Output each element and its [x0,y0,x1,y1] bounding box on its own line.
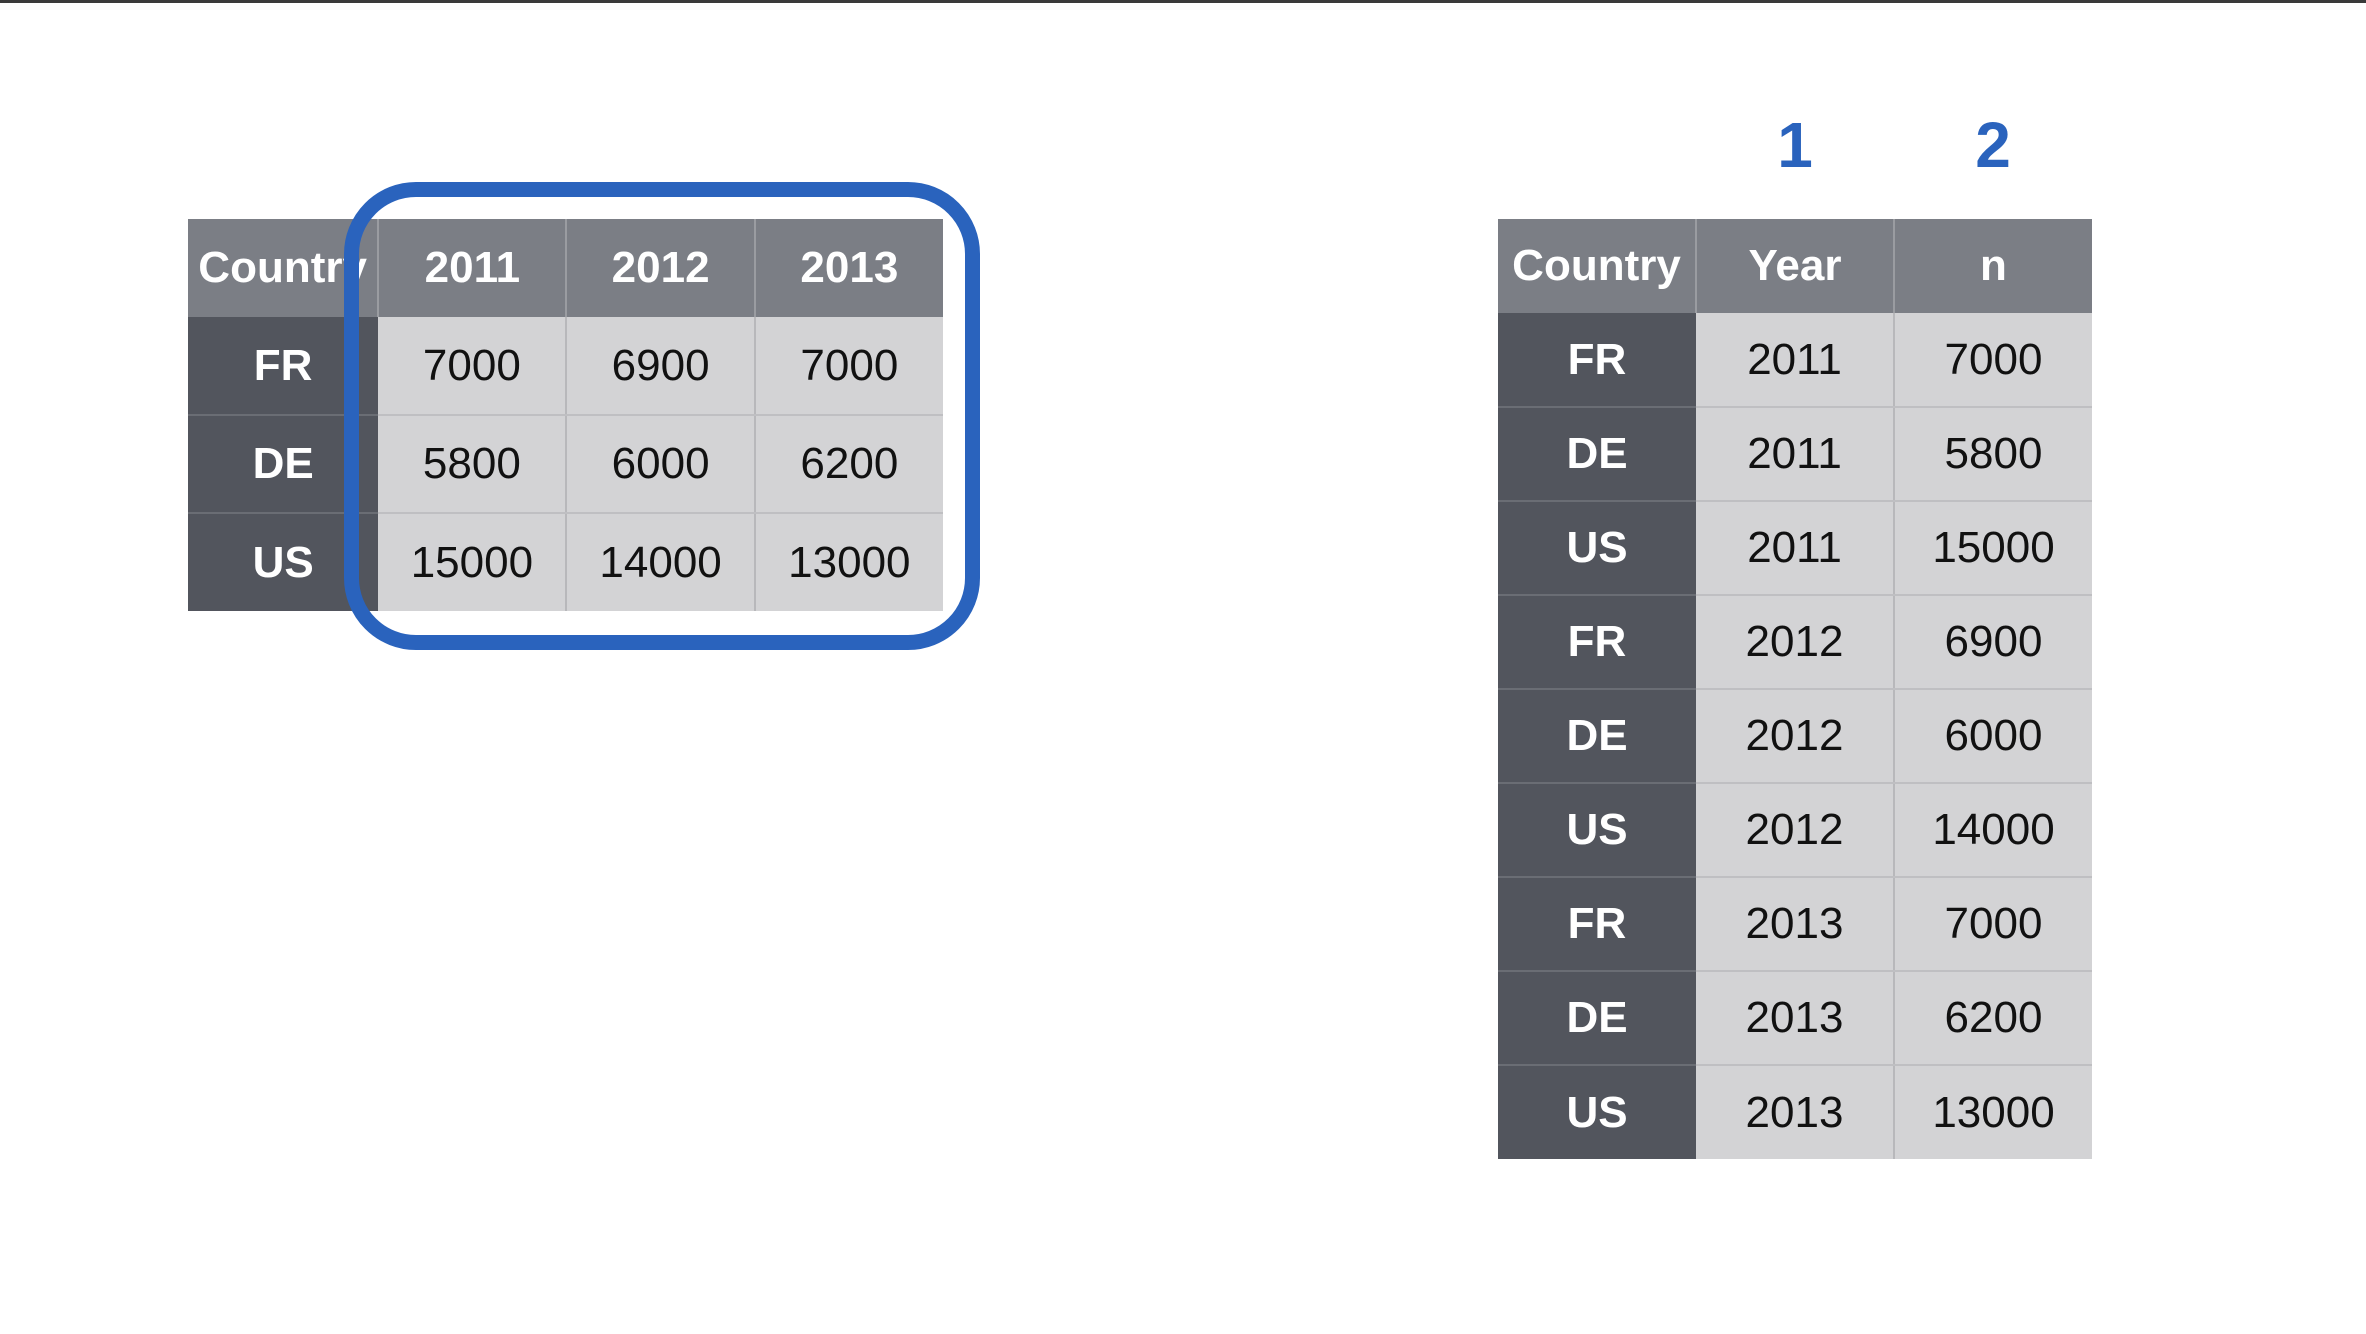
row-year: 2012 [1696,595,1895,690]
row-n: 7000 [1894,313,2092,408]
wide-table-header-row: Country 2011 2012 2013 [188,219,943,317]
row-country: FR [1498,313,1696,408]
row-year: 2012 [1696,783,1895,878]
top-border-line [0,0,2366,3]
table-cell: 7000 [754,317,943,416]
table-row: US 2011 15000 [1498,501,2092,596]
row-country: FR [1498,595,1696,690]
wide-table: Country 2011 2012 2013 FR 7000 6900 7000… [188,219,943,611]
row-year: 2013 [1696,877,1895,972]
row-n: 5800 [1894,407,2092,502]
long-table: Country Year n FR 2011 7000 DE 2011 5800… [1498,219,2092,1159]
row-n: 6900 [1894,595,2092,690]
wide-header-2011: 2011 [378,219,568,317]
long-header-country: Country [1498,219,1697,313]
row-country: DE [1498,407,1696,502]
row-n: 15000 [1894,501,2092,596]
table-cell: 7000 [378,317,568,416]
row-year: 2013 [1696,1065,1895,1159]
table-cell: 14000 [566,513,756,611]
row-n: 6000 [1894,689,2092,784]
wide-header-2012: 2012 [566,219,756,317]
row-n: 6200 [1894,971,2092,1066]
wide-header-2013: 2013 [754,219,943,317]
row-year: 2012 [1696,689,1895,784]
wide-header-country: Country [188,219,380,317]
table-row: DE 2011 5800 [1498,407,2092,502]
row-n: 13000 [1894,1065,2092,1159]
table-row: US 2013 13000 [1498,1065,2092,1159]
long-table-header-row: Country Year n [1498,219,2092,313]
table-row: FR 2011 7000 [1498,313,2092,408]
table-row: DE 5800 6000 6200 [188,415,943,514]
table-cell: 13000 [754,513,943,611]
row-country: FR [1498,877,1696,972]
table-cell: 6200 [754,415,943,514]
long-header-year: Year [1696,219,1895,313]
row-country: US [1498,1065,1696,1159]
row-year: 2013 [1696,971,1895,1066]
row-country: US [1498,501,1696,596]
row-year: 2011 [1696,501,1895,596]
row-country: US [1498,783,1696,878]
table-row: DE 2012 6000 [1498,689,2092,784]
table-row: US 15000 14000 13000 [188,513,943,611]
table-row: US 2012 14000 [1498,783,2092,878]
row-country: DE [188,415,379,514]
column-number-1: 1 [1777,109,1813,181]
row-country: DE [1498,689,1696,784]
table-row: FR 7000 6900 7000 [188,317,943,416]
table-cell: 6000 [566,415,756,514]
column-number-2: 2 [1975,109,2011,181]
row-country: DE [1498,971,1696,1066]
row-country: FR [188,317,379,416]
table-cell: 15000 [378,513,568,611]
row-n: 14000 [1894,783,2092,878]
row-year: 2011 [1696,407,1895,502]
table-row: FR 2012 6900 [1498,595,2092,690]
table-row: FR 2013 7000 [1498,877,2092,972]
row-year: 2011 [1696,313,1895,408]
table-row: DE 2013 6200 [1498,971,2092,1066]
row-n: 7000 [1894,877,2092,972]
table-cell: 5800 [378,415,568,514]
long-header-n: n [1894,219,2092,313]
table-cell: 6900 [566,317,756,416]
row-country: US [188,513,379,611]
